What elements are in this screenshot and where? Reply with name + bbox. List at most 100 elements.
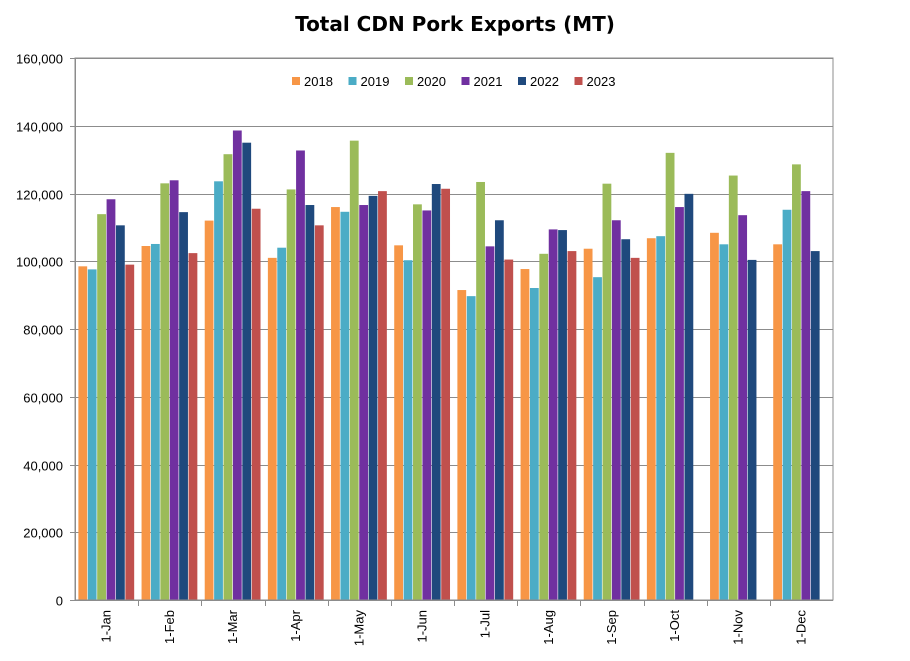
bar xyxy=(368,195,378,600)
legend-label: 2019 xyxy=(361,74,390,89)
bar xyxy=(115,225,125,600)
bar xyxy=(422,210,432,600)
bar xyxy=(539,253,549,601)
bar xyxy=(169,180,179,601)
x-tick-label: 1-Mar xyxy=(225,609,240,644)
legend-swatch xyxy=(292,77,300,85)
legend-swatch xyxy=(461,77,470,85)
y-tick-label: 80,000 xyxy=(23,323,63,338)
bar xyxy=(665,152,675,600)
x-tick-label: 1-Aug xyxy=(541,610,556,645)
bar xyxy=(413,204,422,600)
bar xyxy=(242,142,252,600)
bar xyxy=(378,191,387,600)
bar xyxy=(611,220,621,600)
bar xyxy=(431,184,441,600)
bar xyxy=(125,264,135,600)
bar xyxy=(558,230,567,600)
bar xyxy=(710,232,719,601)
bar xyxy=(646,238,656,600)
bar xyxy=(476,181,485,601)
chart-title: Total CDN Pork Exports (MT) xyxy=(295,12,615,36)
bar xyxy=(251,208,261,601)
bar xyxy=(349,140,359,600)
x-tick-label: 1-Jan xyxy=(99,610,114,643)
axes xyxy=(70,57,834,606)
bars xyxy=(78,130,820,601)
bar xyxy=(314,225,324,600)
bar xyxy=(97,214,106,600)
bar xyxy=(286,189,296,600)
bar xyxy=(188,253,198,600)
x-tick-label: 1-Apr xyxy=(288,609,303,641)
bar xyxy=(466,296,476,600)
bar xyxy=(305,205,315,600)
y-tick-label: 20,000 xyxy=(23,526,63,541)
bar xyxy=(359,205,369,600)
bar xyxy=(675,207,684,601)
bar xyxy=(296,150,305,601)
bar xyxy=(529,288,539,600)
bar xyxy=(792,164,801,600)
bar xyxy=(773,244,783,600)
x-tick-label: 1-Dec xyxy=(793,610,808,645)
bar xyxy=(87,269,97,600)
bar xyxy=(656,236,666,600)
bar xyxy=(204,220,214,600)
bar xyxy=(457,290,467,600)
bar xyxy=(277,247,287,600)
bar xyxy=(782,209,792,600)
x-tick-label: 1-Jul xyxy=(478,610,493,638)
bar xyxy=(567,251,577,600)
legend-swatch xyxy=(348,77,357,85)
bar xyxy=(223,154,233,600)
x-tick-label: 1-Jun xyxy=(414,610,429,643)
bar xyxy=(179,212,188,600)
bar xyxy=(214,181,223,600)
y-tick-label: 40,000 xyxy=(23,459,63,474)
y-tick-label: 160,000 xyxy=(16,52,63,67)
bar xyxy=(141,246,151,600)
bar xyxy=(684,193,694,600)
bar xyxy=(78,266,88,600)
bar xyxy=(630,257,640,600)
bar xyxy=(267,257,277,600)
bar xyxy=(485,246,495,600)
bar xyxy=(548,229,558,600)
x-tick-label: 1-Feb xyxy=(162,610,177,644)
legend-swatch xyxy=(405,77,413,85)
bar xyxy=(728,175,738,601)
bar xyxy=(801,191,811,600)
bar xyxy=(232,130,242,601)
x-tick-label: 1-Nov xyxy=(730,610,745,645)
bar xyxy=(593,277,602,600)
bar xyxy=(583,248,593,600)
y-tick-label: 0 xyxy=(56,594,63,609)
legend-label: 2018 xyxy=(304,74,333,89)
bar xyxy=(602,183,612,600)
bar xyxy=(738,215,748,600)
bar xyxy=(719,244,729,600)
y-tick-label: 100,000 xyxy=(16,255,63,270)
x-tick-label: 1-Sep xyxy=(604,610,619,645)
bar xyxy=(150,243,160,600)
legend-label: 2021 xyxy=(474,74,503,89)
bar xyxy=(441,188,451,600)
bar xyxy=(394,245,404,600)
bar xyxy=(494,220,504,600)
y-tick-label: 60,000 xyxy=(23,391,63,406)
legend: 2018 2019 2020 2021 2022 2023 xyxy=(292,74,615,89)
x-tick-label: 1-May xyxy=(351,610,366,647)
bar xyxy=(331,207,340,601)
legend-swatch xyxy=(518,77,526,85)
legend-label: 2023 xyxy=(587,74,616,89)
bar xyxy=(340,211,350,601)
bar xyxy=(747,259,757,600)
bar xyxy=(810,251,820,600)
legend-swatch xyxy=(574,77,583,85)
bar xyxy=(160,183,170,600)
bar xyxy=(403,260,413,600)
bar xyxy=(520,269,530,600)
x-axis-ticks: 1-Jan 1-Feb 1-Mar 1-Apr 1-May 1-Jun 1-Jul 1-Aug… xyxy=(99,609,809,646)
